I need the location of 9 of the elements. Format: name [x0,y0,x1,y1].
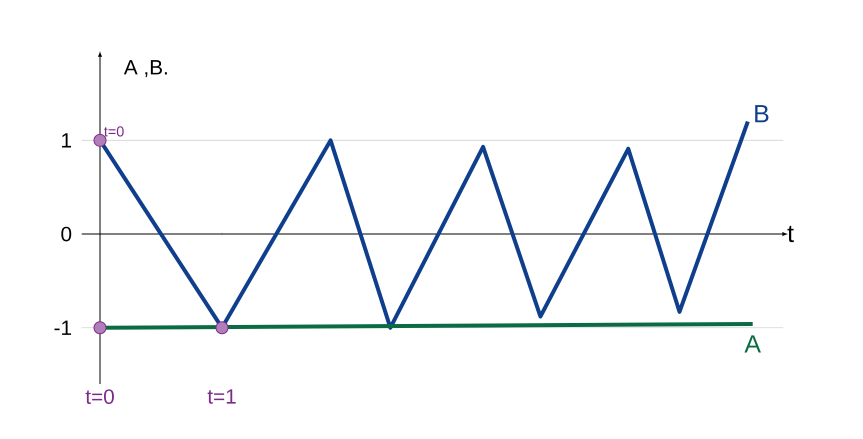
y-tick-label: 1 [62,133,72,148]
y-axis-title: A ,B. [124,60,167,78]
annotation: t=0 [104,126,124,137]
series-label: A [744,335,761,352]
y-tick-label: -1 [54,320,72,335]
series-label: B [755,105,768,122]
y-tick-label: 0 [61,226,72,242]
x-tick-label: t=1 [208,389,236,404]
x-axis-title: t [788,226,794,242]
